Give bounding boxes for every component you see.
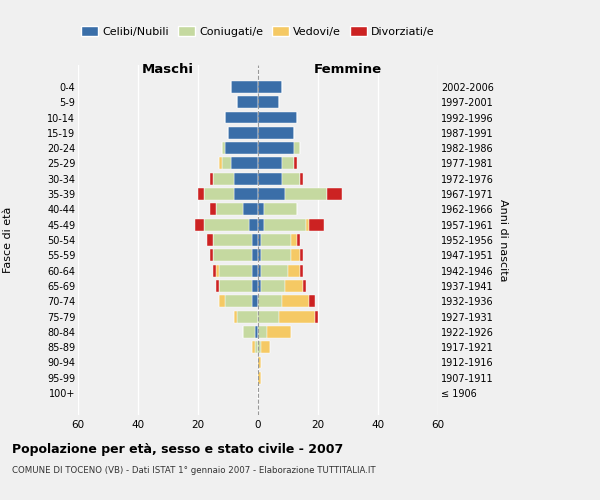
Bar xyxy=(294,158,297,170)
Bar xyxy=(282,158,294,170)
Bar xyxy=(258,204,264,216)
Bar xyxy=(264,204,297,216)
Bar xyxy=(231,81,258,93)
Bar xyxy=(255,341,258,353)
Bar xyxy=(252,341,255,353)
Bar xyxy=(258,158,282,170)
Bar xyxy=(258,96,279,108)
Bar xyxy=(291,250,300,262)
Bar xyxy=(252,250,258,262)
Bar xyxy=(261,341,270,353)
Bar xyxy=(258,280,261,292)
Bar xyxy=(216,280,219,292)
Bar xyxy=(285,188,327,200)
Bar xyxy=(261,264,288,276)
Text: COMUNE DI TOCENO (VB) - Dati ISTAT 1° gennaio 2007 - Elaborazione TUTTITALIA.IT: COMUNE DI TOCENO (VB) - Dati ISTAT 1° ge… xyxy=(12,466,376,475)
Bar xyxy=(213,264,216,276)
Bar xyxy=(282,296,309,307)
Bar xyxy=(252,264,258,276)
Bar xyxy=(234,188,258,200)
Bar xyxy=(288,264,300,276)
Bar xyxy=(303,280,306,292)
Bar xyxy=(261,234,291,246)
Bar xyxy=(231,158,258,170)
Bar xyxy=(300,250,303,262)
Bar xyxy=(282,173,300,184)
Y-axis label: Anni di nascita: Anni di nascita xyxy=(497,198,508,281)
Bar xyxy=(258,356,261,368)
Y-axis label: Fasce di età: Fasce di età xyxy=(3,207,13,273)
Bar xyxy=(225,142,258,154)
Bar xyxy=(261,250,291,262)
Bar xyxy=(213,234,252,246)
Bar xyxy=(243,326,255,338)
Text: Maschi: Maschi xyxy=(142,63,194,76)
Bar xyxy=(252,234,258,246)
Bar xyxy=(213,250,252,262)
Bar xyxy=(195,218,204,230)
Bar xyxy=(258,234,261,246)
Bar xyxy=(258,188,285,200)
Bar xyxy=(210,173,213,184)
Bar xyxy=(267,326,291,338)
Bar xyxy=(210,204,216,216)
Bar xyxy=(210,250,213,262)
Bar xyxy=(237,310,258,322)
Bar xyxy=(279,310,315,322)
Bar xyxy=(258,173,282,184)
Bar xyxy=(258,112,297,124)
Bar xyxy=(258,264,261,276)
Legend: Celibi/Nubili, Coniugati/e, Vedovi/e, Divorziati/e: Celibi/Nubili, Coniugati/e, Vedovi/e, Di… xyxy=(77,22,439,41)
Bar xyxy=(219,296,225,307)
Bar xyxy=(297,234,300,246)
Bar xyxy=(258,326,267,338)
Bar xyxy=(252,296,258,307)
Bar xyxy=(315,310,318,322)
Bar xyxy=(219,280,252,292)
Bar xyxy=(258,127,294,139)
Bar xyxy=(285,280,303,292)
Text: Femmine: Femmine xyxy=(314,63,382,76)
Bar xyxy=(207,234,213,246)
Bar xyxy=(216,204,243,216)
Bar xyxy=(258,296,282,307)
Bar xyxy=(294,142,300,154)
Bar xyxy=(306,218,309,230)
Bar xyxy=(204,218,249,230)
Bar xyxy=(225,296,252,307)
Bar xyxy=(291,234,297,246)
Bar xyxy=(258,372,261,384)
Bar xyxy=(216,264,219,276)
Bar xyxy=(213,173,234,184)
Bar xyxy=(252,280,258,292)
Bar xyxy=(255,326,258,338)
Bar xyxy=(258,250,261,262)
Bar xyxy=(219,158,222,170)
Bar xyxy=(234,310,237,322)
Bar xyxy=(258,310,279,322)
Bar xyxy=(222,158,231,170)
Bar xyxy=(204,188,234,200)
Bar xyxy=(300,264,303,276)
Bar xyxy=(264,218,306,230)
Bar xyxy=(261,280,285,292)
Bar xyxy=(198,188,204,200)
Bar xyxy=(300,173,303,184)
Bar xyxy=(219,264,252,276)
Bar xyxy=(258,341,261,353)
Bar xyxy=(234,173,258,184)
Bar xyxy=(327,188,342,200)
Bar xyxy=(258,142,294,154)
Bar xyxy=(258,218,264,230)
Bar xyxy=(222,142,225,154)
Bar xyxy=(249,218,258,230)
Bar xyxy=(237,96,258,108)
Bar xyxy=(258,81,282,93)
Bar xyxy=(228,127,258,139)
Bar xyxy=(243,204,258,216)
Bar xyxy=(225,112,258,124)
Bar xyxy=(309,296,315,307)
Bar xyxy=(309,218,324,230)
Text: Popolazione per età, sesso e stato civile - 2007: Popolazione per età, sesso e stato civil… xyxy=(12,442,343,456)
